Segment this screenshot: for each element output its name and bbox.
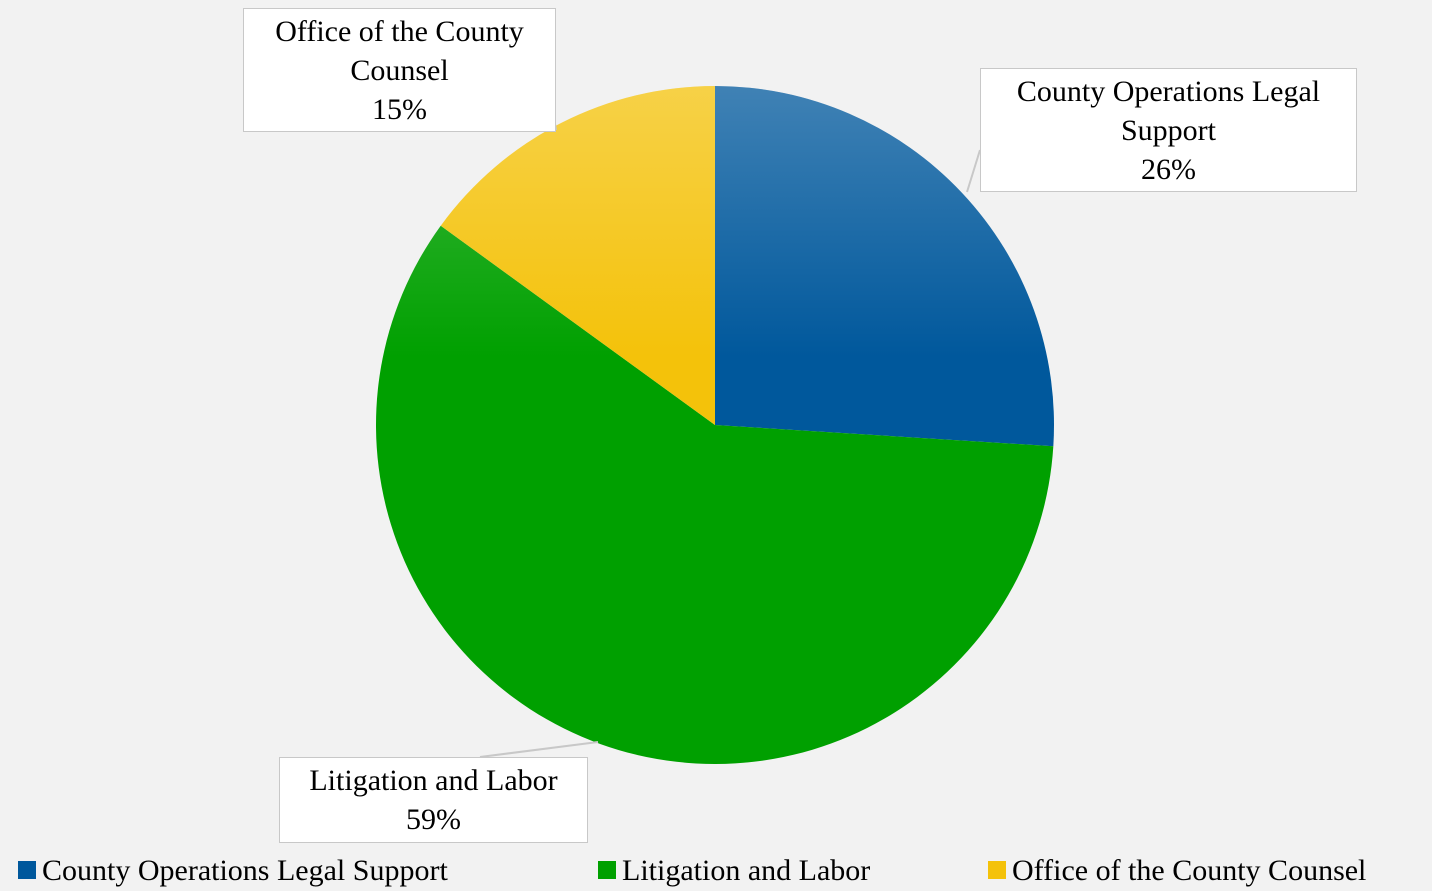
data-label: Litigation and Labor 59% (279, 757, 588, 843)
label-category: Office of the County Counsel (275, 15, 524, 87)
label-category: County Operations Legal Support (1016, 75, 1321, 147)
label-category: Litigation and Labor (309, 764, 558, 797)
data-label: County Operations Legal Support 26% (980, 68, 1357, 192)
legend-label: Office of the County Counsel (1012, 854, 1367, 887)
legend-item: Litigation and Labor (598, 852, 870, 890)
legend-label: Litigation and Labor (622, 854, 871, 887)
legend-item: Office of the County Counsel (988, 852, 1366, 890)
legend-swatch (18, 861, 36, 879)
legend-swatch (988, 861, 1006, 879)
label-value: 26% (1141, 153, 1196, 186)
data-label: Office of the County Counsel 15% (243, 8, 556, 132)
leader-line (479, 741, 599, 758)
legend-swatch (598, 861, 616, 879)
label-value: 59% (406, 803, 461, 836)
pie (376, 86, 1054, 764)
legend-label: County Operations Legal Support (42, 854, 448, 887)
legend-item: County Operations Legal Support (18, 852, 448, 890)
leader-line (966, 149, 981, 193)
label-value: 15% (372, 93, 427, 126)
